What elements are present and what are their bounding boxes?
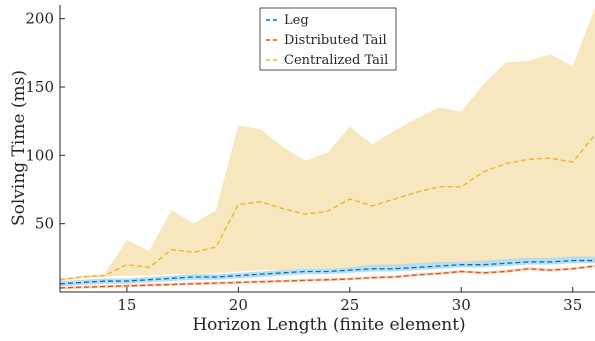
x-tick-label-25: 25: [340, 296, 359, 314]
legend-label-distributed-tail: Distributed Tail: [284, 33, 387, 48]
line-centralized-tail: [59, 134, 595, 281]
series-lines: [59, 134, 595, 289]
band-distributed-tail: [60, 264, 595, 290]
line-distributed-tail: [59, 265, 595, 289]
x-tick-label-20: 20: [229, 296, 248, 314]
x-tick-label-35: 35: [563, 296, 582, 314]
y-tick-label-150: 150: [25, 78, 54, 96]
y-tick-label-50: 50: [35, 215, 54, 233]
x-tick-label-30: 30: [452, 296, 471, 314]
axes: [59, 5, 595, 293]
y-tick-label-100: 100: [25, 146, 54, 164]
ticks: 15 20 25 30 35 50 100 150 200: [25, 10, 582, 314]
legend-box: [259, 7, 397, 71]
legend-label-centralized-tail: Centralized Tail: [284, 53, 388, 68]
line-leg: [59, 259, 595, 285]
y-axis-title: Solving Time (ms): [9, 70, 29, 226]
legend-label-leg: Leg: [284, 13, 309, 28]
x-axis-title: Horizon Length (finite element): [192, 315, 465, 335]
y-tick-label-200: 200: [25, 10, 54, 28]
band-centralized-tail: [60, 7, 595, 282]
x-tick-label-15: 15: [117, 296, 136, 314]
legend: Leg Distributed Tail Centralized Tail: [259, 7, 397, 71]
